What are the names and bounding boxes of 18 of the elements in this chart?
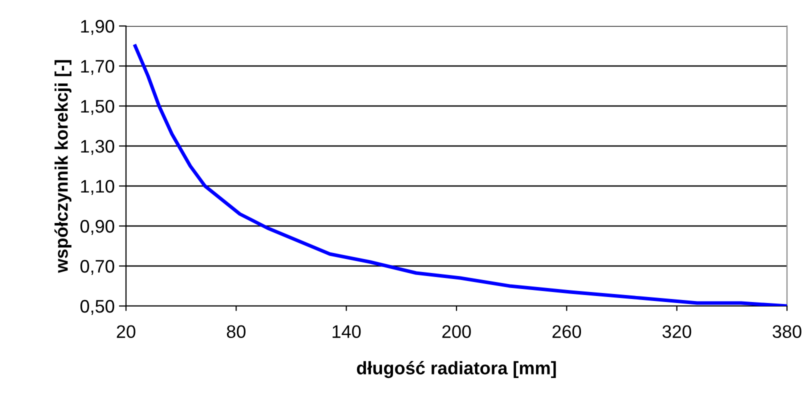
y-tick-label: 1,10 — [81, 180, 114, 195]
x-tick-label: 20 — [116, 325, 136, 338]
x-axis-title: długość radiatora [mm] — [356, 361, 556, 378]
y-tick-label: 1,30 — [81, 140, 114, 155]
x-tick-label: 320 — [662, 325, 692, 338]
x-tick-label: 260 — [552, 325, 582, 338]
y-tick-label: 0,50 — [80, 300, 114, 315]
y-tick-label: 0,90 — [80, 220, 114, 235]
y-tick-label: 1,90 — [81, 20, 114, 35]
y-axis-title: współczynnik korekcji [-] — [54, 60, 72, 273]
line-series — [133, 44, 787, 306]
y-tick-label: 0,70 — [80, 260, 114, 275]
x-tick-label: 200 — [442, 325, 471, 338]
x-tick-label: 80 — [226, 325, 246, 338]
y-tick-label: 1,70 — [81, 60, 114, 75]
y-tick-label: 1,50 — [81, 100, 114, 115]
x-tick-label: 140 — [332, 325, 361, 338]
x-tick-label: 380 — [772, 325, 802, 338]
